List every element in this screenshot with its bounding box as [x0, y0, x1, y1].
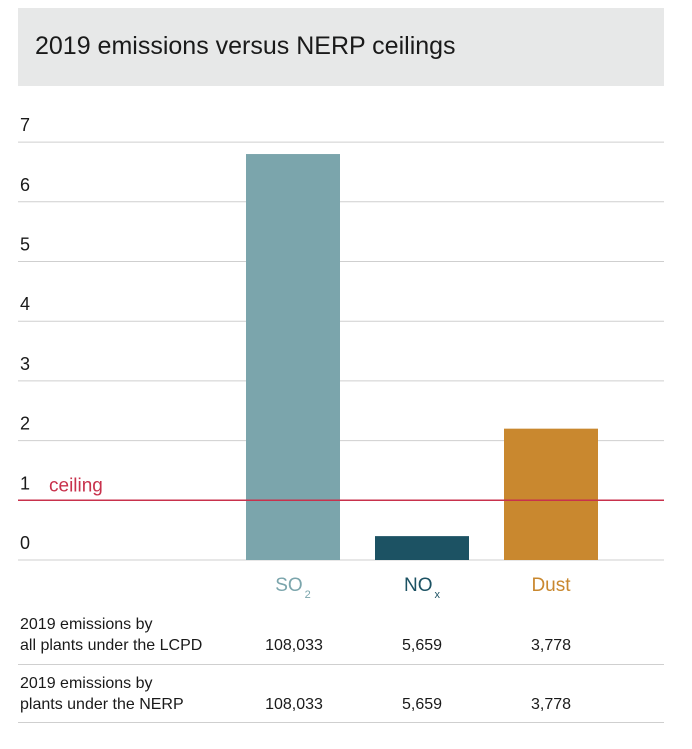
row-label-line: plants under the NERP: [20, 696, 184, 713]
category-label: SO 2: [275, 575, 311, 601]
nox-value: 5,659: [401, 696, 443, 713]
bar: [504, 428, 598, 560]
so2-value: 108,033: [265, 696, 323, 713]
dust-value: 3,778: [530, 696, 572, 713]
y-tick-label: 1: [20, 473, 30, 493]
category-label: Dust: [531, 575, 571, 596]
ceiling-label: ceiling: [49, 475, 103, 496]
y-tick-label: 5: [20, 235, 30, 255]
dust-value: 3,778: [530, 637, 572, 654]
row-label: 2019 emissions by plants under the NERP: [20, 673, 184, 715]
bar: [246, 154, 340, 561]
y-tick-label: 4: [20, 294, 30, 314]
row-label-line: all plants under the LCPD: [20, 637, 203, 654]
category-label: NO x: [404, 575, 441, 601]
y-tick-label: 0: [20, 533, 30, 553]
y-tick-label: 6: [20, 175, 30, 195]
bar: [375, 536, 469, 560]
chart-title: 2019 emissions versus NERP ceilings: [35, 32, 456, 60]
bar-chart: 0 1 2 3 4 5 6 7 ceiling SO 2 NO x Dust: [18, 115, 664, 601]
y-tick-label: 2: [20, 414, 30, 434]
row-label-line: 2019 emissions by: [20, 675, 153, 692]
nox-value: 5,659: [401, 637, 443, 654]
title-band: 2019 emissions versus NERP ceilings: [18, 8, 664, 86]
table-row: 2019 emissions by plants under the NERP …: [18, 665, 664, 723]
y-tick-label: 7: [20, 115, 30, 135]
row-label: 2019 emissions by all plants under the L…: [20, 614, 202, 656]
row-label-line: 2019 emissions by: [20, 616, 153, 633]
so2-value: 108,033: [265, 637, 323, 654]
table-row: 2019 emissions by all plants under the L…: [18, 612, 664, 665]
y-tick-label: 3: [20, 354, 30, 374]
